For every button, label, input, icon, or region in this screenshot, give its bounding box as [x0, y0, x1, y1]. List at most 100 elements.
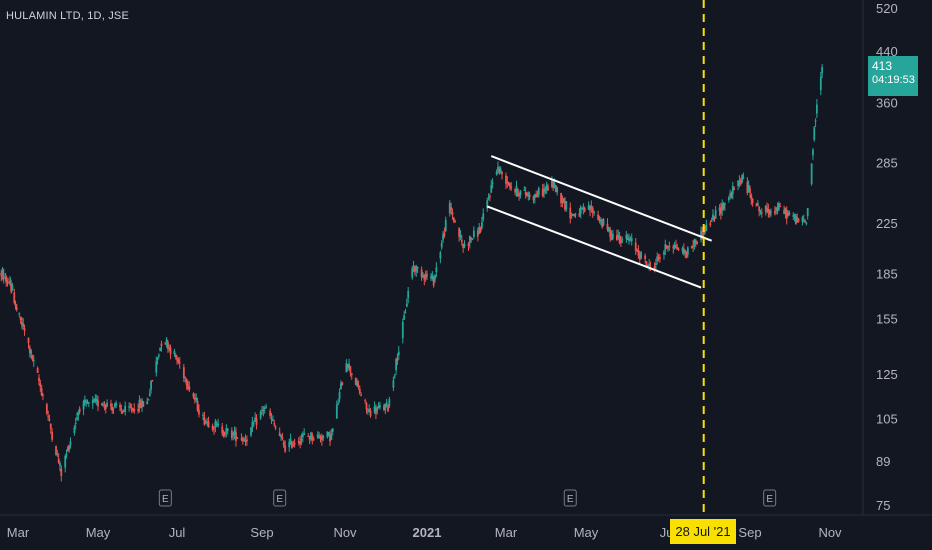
- candle-body: [11, 285, 14, 291]
- candle-body: [579, 206, 582, 214]
- time-tick-label: 2021: [413, 525, 442, 540]
- candle-body: [383, 405, 385, 411]
- candle-body: [499, 168, 502, 172]
- earnings-marker[interactable]: E: [273, 489, 287, 507]
- candle-body: [524, 192, 527, 195]
- candle-body: [424, 273, 427, 279]
- channel-trendline[interactable]: [490, 155, 713, 242]
- earnings-marker-box: [273, 489, 287, 507]
- earnings-marker[interactable]: E: [563, 489, 577, 507]
- candle-body: [221, 426, 224, 434]
- candle-body: [704, 229, 706, 233]
- candle-body: [203, 417, 206, 425]
- candle-body: [564, 200, 566, 210]
- candle-body: [565, 201, 568, 209]
- price-tick-label: 360: [876, 95, 898, 110]
- candle-body: [694, 240, 697, 243]
- candle-body: [311, 434, 314, 441]
- candle-body: [93, 399, 95, 402]
- candle-body: [341, 381, 344, 386]
- candle-body: [15, 305, 18, 307]
- price-tick-label: 285: [876, 155, 898, 170]
- price-tick-label: 440: [876, 44, 898, 59]
- candle-body: [793, 213, 796, 216]
- candle-body: [31, 354, 34, 360]
- candle-body: [55, 446, 57, 455]
- channel-trendline[interactable]: [486, 205, 702, 289]
- candle-body: [262, 410, 265, 412]
- candle-body: [100, 403, 103, 406]
- candle-body: [497, 166, 499, 171]
- candle-body: [482, 213, 485, 220]
- candle-body: [188, 386, 191, 390]
- candle-body: [354, 377, 357, 386]
- candle-body: [350, 373, 353, 376]
- price-tick-label: 185: [876, 266, 898, 281]
- candle-body: [442, 234, 444, 240]
- candle-body: [611, 233, 614, 239]
- candle-body: [648, 263, 651, 267]
- candle-body: [288, 441, 291, 448]
- candle-body: [815, 104, 818, 114]
- candle-body: [545, 185, 548, 190]
- candle-body: [519, 190, 522, 196]
- time-axis[interactable]: Mar May Jul Sep Nov 2021 Mar May Jul Sep Nov: [7, 525, 842, 540]
- candle-body: [364, 400, 367, 402]
- candle-body: [14, 303, 17, 305]
- candle-body: [330, 434, 333, 440]
- candle-body: [375, 408, 377, 414]
- candle-body: [123, 410, 125, 412]
- candle-body: [292, 444, 295, 446]
- candle-body: [727, 197, 730, 200]
- candle-body: [4, 277, 7, 280]
- candle-body: [338, 392, 341, 399]
- candle-body: [506, 181, 509, 184]
- earnings-marker[interactable]: E: [158, 489, 172, 507]
- candle-body: [645, 261, 648, 267]
- candle-body: [616, 235, 618, 240]
- candle-body: [764, 206, 767, 212]
- price-axis[interactable]: 75 89 105 125 155 185 225 285 360 440 520: [876, 1, 898, 513]
- candle-body: [393, 375, 396, 377]
- candle-body: [322, 435, 325, 439]
- candle-body: [516, 188, 519, 197]
- candle-body: [636, 249, 638, 251]
- candle-body: [720, 207, 722, 214]
- candle-body: [510, 187, 513, 189]
- earnings-marker-box: [158, 489, 172, 507]
- candle-body: [214, 421, 217, 428]
- earnings-marker-label: E: [276, 494, 283, 505]
- candle-body: [38, 377, 40, 382]
- candle-body: [606, 223, 609, 230]
- candle-body: [591, 207, 594, 213]
- candle-body: [673, 244, 676, 248]
- candle-body: [514, 188, 517, 193]
- candle-body: [27, 337, 30, 344]
- candle-body: [102, 404, 105, 406]
- candle-body: [176, 357, 178, 360]
- candle-body: [318, 435, 321, 437]
- candle-body: [416, 266, 419, 269]
- candle-body: [448, 203, 451, 214]
- candle-body: [124, 405, 127, 413]
- candle-body: [270, 418, 273, 420]
- candle-body: [21, 321, 23, 326]
- candle-body: [463, 244, 466, 247]
- candle-body: [804, 220, 806, 222]
- candle-body: [142, 401, 145, 407]
- candle-body: [664, 244, 667, 251]
- candle-body: [578, 212, 581, 217]
- candle-body: [640, 251, 643, 258]
- earnings-marker[interactable]: E: [763, 489, 777, 507]
- candle-body: [589, 206, 591, 211]
- candle-body: [357, 385, 360, 388]
- candle-body: [40, 388, 43, 396]
- channel-lines[interactable]: [486, 155, 713, 289]
- time-tick-label: Sep: [250, 525, 273, 540]
- candle-body: [767, 209, 770, 213]
- candle-body: [432, 277, 435, 286]
- candle-body: [505, 175, 507, 184]
- candle-body: [733, 188, 736, 191]
